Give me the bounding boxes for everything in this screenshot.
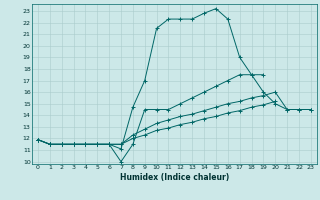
- X-axis label: Humidex (Indice chaleur): Humidex (Indice chaleur): [120, 173, 229, 182]
